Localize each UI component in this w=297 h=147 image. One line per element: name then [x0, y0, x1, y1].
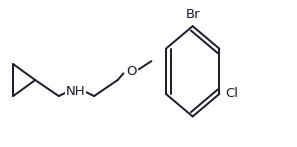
- Text: O: O: [126, 65, 136, 78]
- Text: Br: Br: [185, 8, 200, 21]
- Text: Cl: Cl: [225, 87, 238, 100]
- Text: NH: NH: [66, 85, 86, 98]
